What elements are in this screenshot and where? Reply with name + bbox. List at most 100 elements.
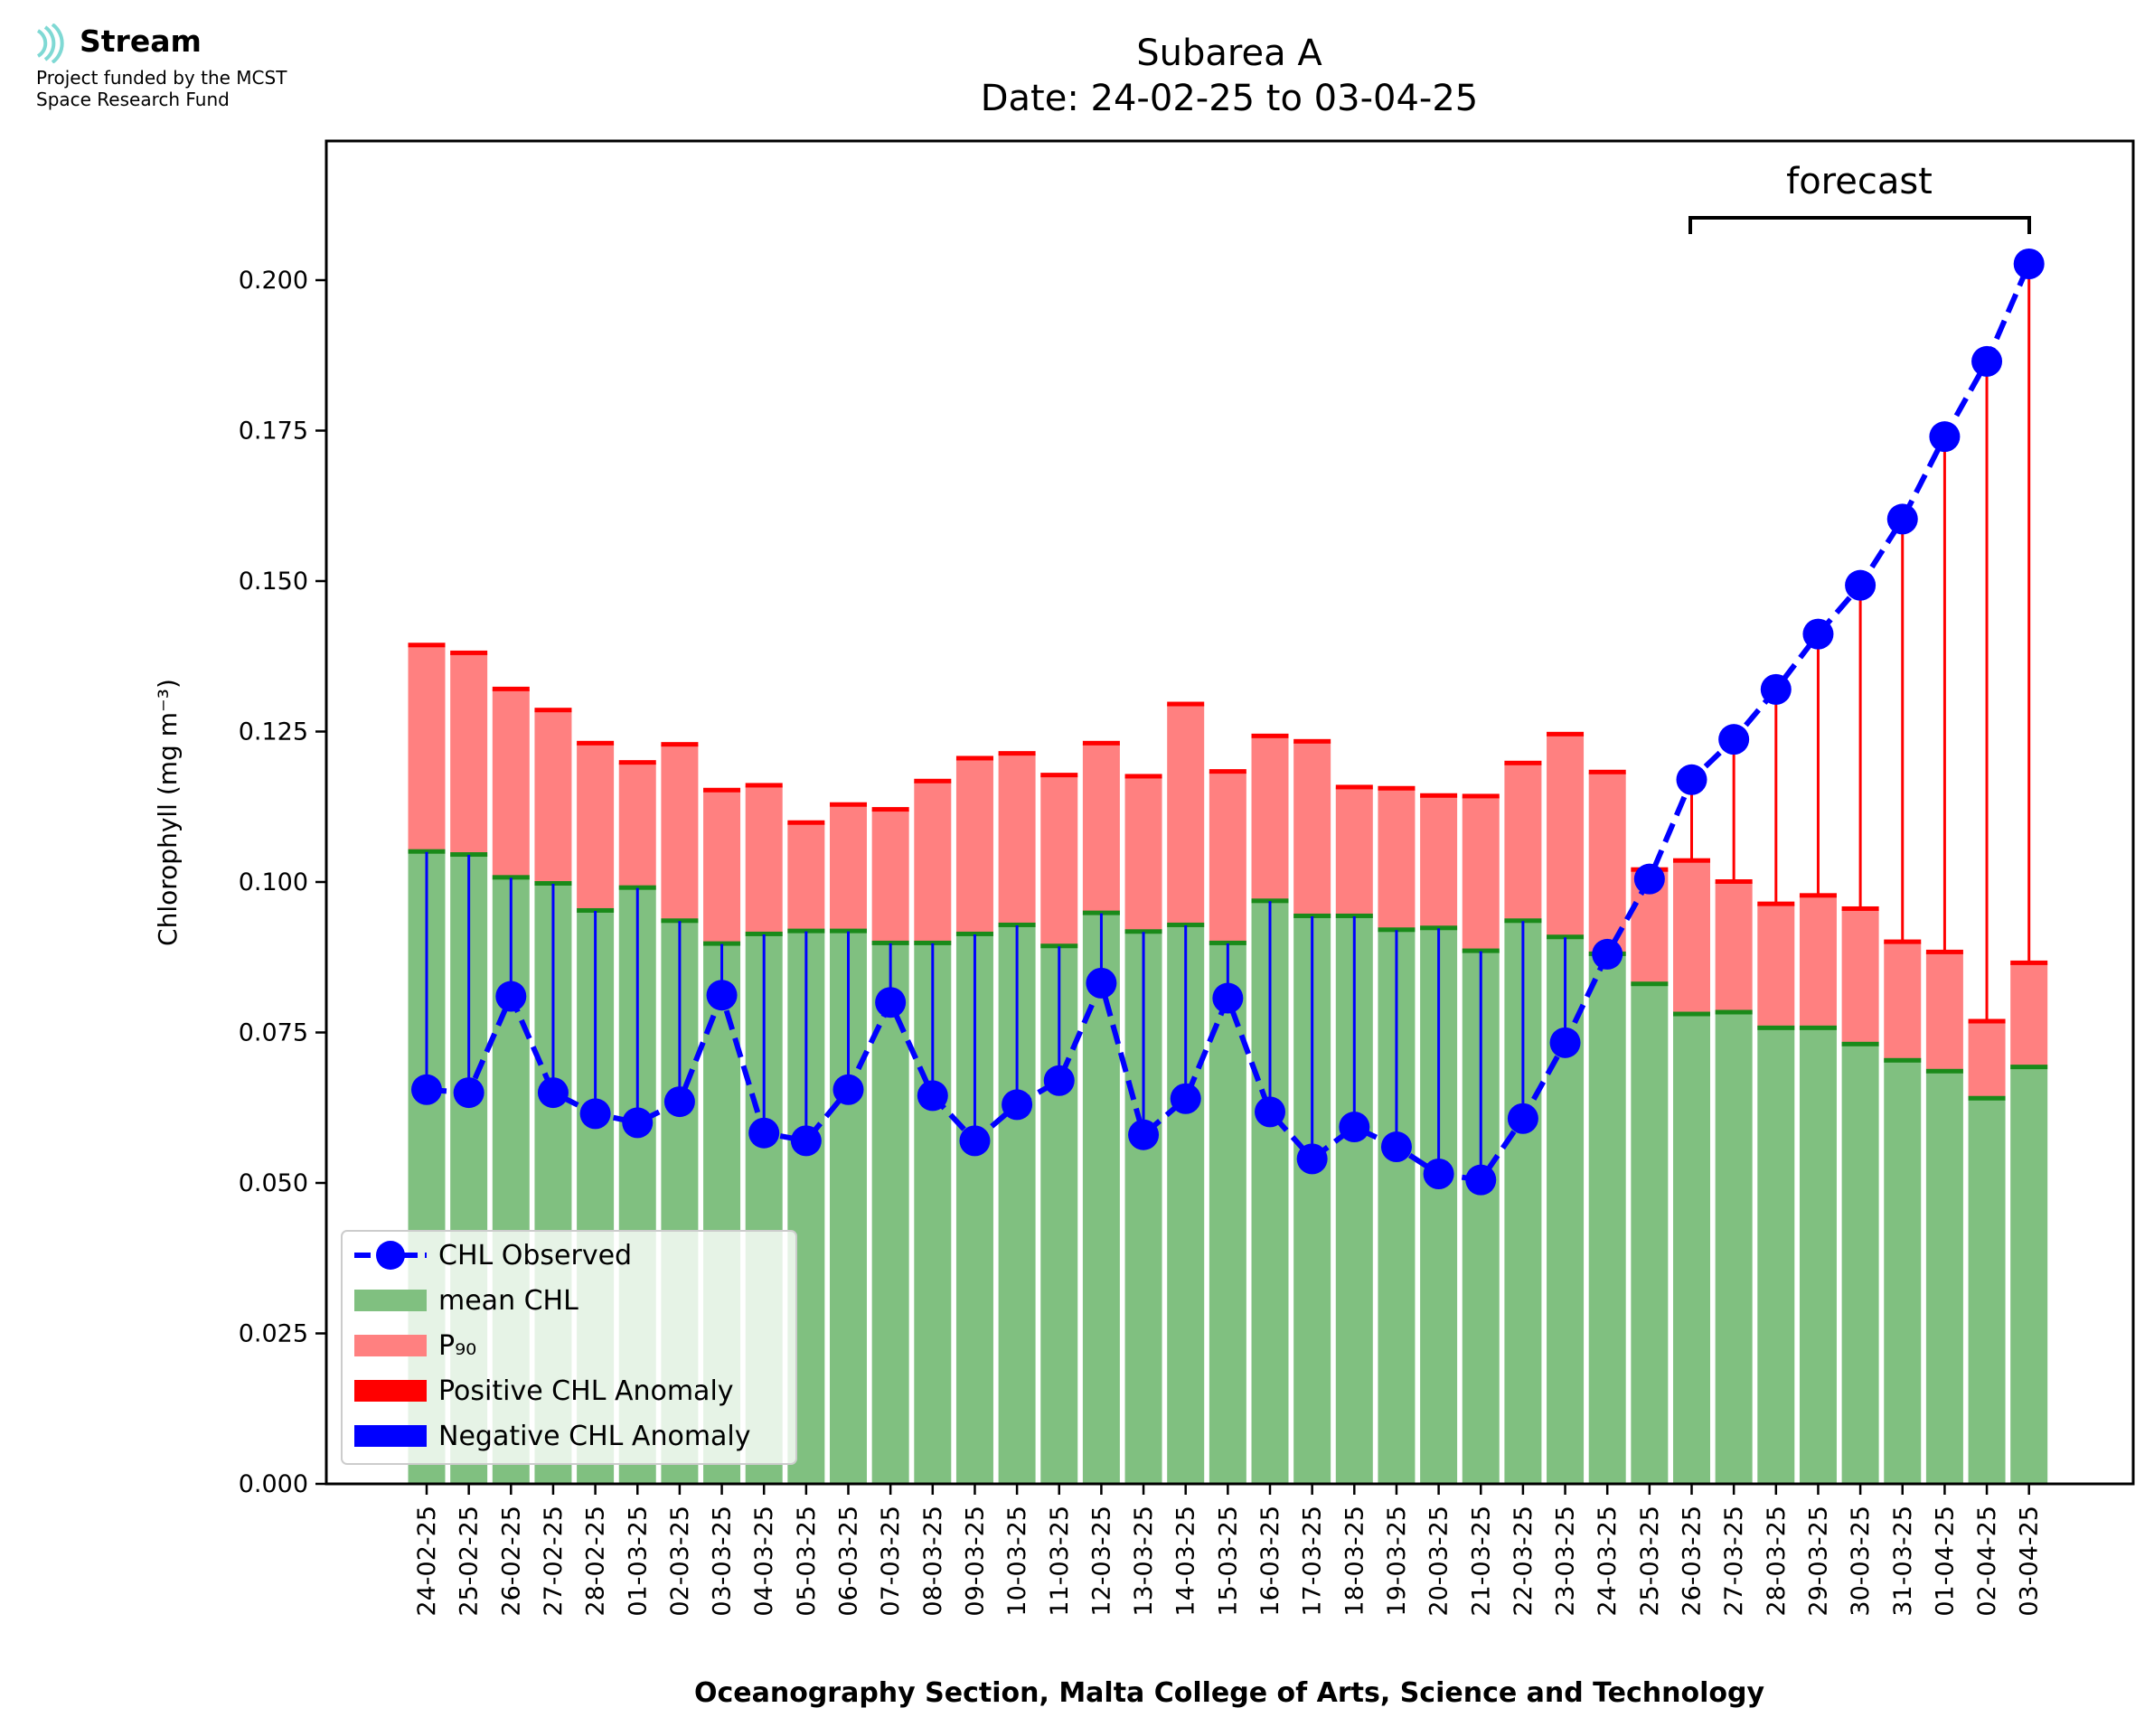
observed-point-03-03-25	[706, 980, 738, 1011]
p90-bar-06-03-25	[830, 804, 867, 932]
y-tick-label-0.150: 0.150	[239, 568, 308, 596]
legend-swatch-mean-chl	[354, 1290, 427, 1311]
y-tick-label-0.025: 0.025	[239, 1320, 308, 1348]
observed-point-13-03-25	[1128, 1119, 1160, 1150]
observed-point-25-02-25	[453, 1077, 484, 1109]
p90-bar-17-03-25	[1293, 741, 1331, 916]
mean-bar-26-03-25	[1673, 1014, 1710, 1484]
mean-cap-22-03-25	[1504, 918, 1542, 924]
p90-bar-01-04-25	[1925, 952, 1963, 1072]
p90-bar-22-03-25	[1504, 763, 1542, 922]
x-axis-label: Oceanography Section, Malta College of A…	[694, 1677, 1765, 1709]
legend-box	[341, 1230, 797, 1465]
x-tick-label-22-03-25: 22-03-25	[1510, 1506, 1538, 1617]
observed-points-layer	[411, 249, 2045, 1196]
mean-cap-30-03-25	[1841, 1041, 1879, 1046]
observed-point-01-03-25	[622, 1107, 654, 1139]
mean-bar-01-04-25	[1925, 1071, 1963, 1484]
p90-cap-14-03-25	[1167, 701, 1205, 707]
x-tick-label-03-04-25: 03-04-25	[2016, 1506, 2044, 1617]
mean-cap-13-03-25	[1124, 929, 1162, 934]
observed-point-11-03-25	[1043, 1065, 1075, 1096]
x-tick-label-23-03-25: 23-03-25	[1552, 1506, 1580, 1617]
p90-bar-15-03-25	[1209, 772, 1246, 943]
p90-bar-04-03-25	[745, 785, 783, 934]
p90-cap-05-03-25	[787, 820, 825, 825]
mean-cap-27-02-25	[534, 880, 572, 886]
mean-bar-12-03-25	[1082, 913, 1120, 1484]
p90-cap-20-03-25	[1420, 793, 1458, 798]
observed-point-30-03-25	[1845, 569, 1877, 601]
x-tick-label-28-02-25: 28-02-25	[582, 1506, 610, 1617]
p90-bar-24-02-25	[408, 645, 446, 852]
observed-point-26-02-25	[495, 981, 527, 1012]
p90-bar-13-03-25	[1124, 776, 1162, 933]
mean-cap-20-03-25	[1420, 925, 1458, 931]
observed-point-10-03-25	[1002, 1089, 1033, 1121]
mean-bar-03-04-25	[2010, 1067, 2048, 1484]
p90-bar-25-02-25	[450, 652, 488, 856]
p90-bar-27-03-25	[1715, 882, 1753, 1013]
observed-point-14-03-25	[1170, 1083, 1201, 1114]
p90-cap-13-03-25	[1124, 774, 1162, 779]
observed-point-27-02-25	[537, 1077, 569, 1109]
mean-cap-11-03-25	[1040, 943, 1078, 949]
observed-point-05-03-25	[790, 1125, 822, 1157]
mean-cap-19-03-25	[1378, 927, 1416, 933]
p90-cap-28-02-25	[577, 740, 615, 746]
p90-cap-24-02-25	[408, 643, 446, 648]
x-tick-label-02-03-25: 02-03-25	[666, 1506, 694, 1617]
observed-point-27-03-25	[1718, 724, 1750, 755]
observed-point-08-03-25	[917, 1080, 948, 1112]
y-axis-label: Chlorophyll (mg m⁻³)	[153, 679, 183, 946]
p90-bar-02-04-25	[1968, 1021, 2006, 1099]
p90-cap-06-03-25	[830, 802, 867, 807]
p90-cap-25-02-25	[450, 650, 488, 655]
p90-bar-26-03-25	[1673, 860, 1710, 1015]
mean-cap-28-02-25	[577, 907, 615, 913]
observed-point-03-04-25	[2013, 249, 2045, 280]
x-axis: 24-02-25 25-02-25 26-02-25 27-02-25 28-02-25…	[413, 1484, 2044, 1617]
mean-cap-03-03-25	[703, 941, 741, 946]
observed-point-22-03-25	[1507, 1103, 1538, 1134]
mean-cap-01-03-25	[618, 885, 656, 890]
observed-point-26-03-25	[1676, 764, 1707, 795]
mean-cap-25-03-25	[1631, 981, 1669, 987]
x-tick-label-20-03-25: 20-03-25	[1425, 1506, 1453, 1617]
observed-point-02-04-25	[1971, 345, 2003, 377]
p90-bar-10-03-25	[998, 754, 1036, 925]
p90-cap-07-03-25	[871, 807, 909, 812]
y-tick-label-0.100: 0.100	[239, 868, 308, 896]
x-tick-label-16-03-25: 16-03-25	[1256, 1506, 1284, 1617]
mean-cap-28-03-25	[1757, 1025, 1795, 1030]
x-tick-label-06-03-25: 06-03-25	[835, 1506, 863, 1617]
mean-cap-04-03-25	[745, 931, 783, 936]
p90-bar-20-03-25	[1420, 795, 1458, 929]
observed-point-16-03-25	[1255, 1096, 1285, 1128]
p90-bar-16-03-25	[1251, 736, 1289, 902]
mean-cap-18-03-25	[1335, 913, 1373, 918]
p90-bar-05-03-25	[787, 822, 825, 932]
observed-point-02-03-25	[663, 1086, 695, 1118]
mean-cap-21-03-25	[1462, 948, 1500, 953]
y-axis: 0.000 0.025 0.050 0.075 0.100 0.125 0.150 0.175…	[239, 267, 326, 1498]
p90-bar-23-03-25	[1547, 734, 1585, 938]
legend-swatch-negative-chl-anomaly	[354, 1425, 427, 1447]
mean-cap-01-04-25	[1925, 1068, 1963, 1074]
x-tick-label-03-03-25: 03-03-25	[709, 1506, 737, 1617]
legend-swatch-p-	[354, 1335, 427, 1356]
p90-bar-28-02-25	[577, 743, 615, 911]
legend-label-negative-chl-anomaly: Negative CHL Anomaly	[438, 1421, 751, 1452]
p90-bar-21-03-25	[1462, 796, 1500, 952]
logo-funding-line-2: Space Research Fund	[36, 89, 230, 110]
p90-cap-11-03-25	[1040, 773, 1078, 778]
p90-cap-10-03-25	[998, 751, 1036, 756]
y-tick-label-0.200: 0.200	[239, 267, 308, 295]
observed-point-24-03-25	[1592, 938, 1623, 970]
p90-cap-02-03-25	[661, 742, 699, 747]
p90-bar-31-03-25	[1884, 942, 1922, 1061]
x-tick-label-27-03-25: 27-03-25	[1720, 1506, 1748, 1617]
observed-point-20-03-25	[1423, 1159, 1454, 1190]
observed-point-17-03-25	[1296, 1143, 1328, 1175]
observed-point-09-03-25	[959, 1125, 991, 1157]
